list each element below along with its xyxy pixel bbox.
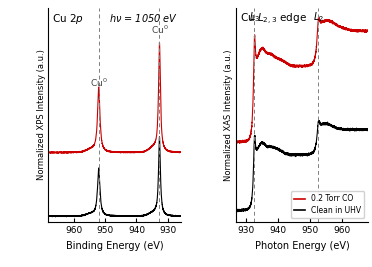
Y-axis label: Normalized XAS Intensity (a.u.): Normalized XAS Intensity (a.u.) — [224, 49, 233, 180]
Y-axis label: Normalized XPS Intensity (a.u.): Normalized XPS Intensity (a.u.) — [36, 49, 46, 180]
Legend: 0.2 Torr CO, Clean in UHV: 0.2 Torr CO, Clean in UHV — [291, 191, 365, 218]
Text: Cu $L_{2,3}$ edge: Cu $L_{2,3}$ edge — [240, 12, 307, 28]
Text: Cu$^0$: Cu$^0$ — [151, 24, 168, 36]
X-axis label: Binding Energy (eV): Binding Energy (eV) — [65, 241, 163, 251]
Text: $L_2$: $L_2$ — [313, 10, 324, 24]
Text: Cu$^0$: Cu$^0$ — [90, 77, 108, 89]
Text: $L_3$: $L_3$ — [249, 10, 260, 24]
Text: $h\nu$ = 1050 eV: $h\nu$ = 1050 eV — [109, 12, 178, 24]
X-axis label: Photon Energy (eV): Photon Energy (eV) — [255, 241, 350, 251]
Text: Cu 2$p$: Cu 2$p$ — [52, 12, 84, 26]
